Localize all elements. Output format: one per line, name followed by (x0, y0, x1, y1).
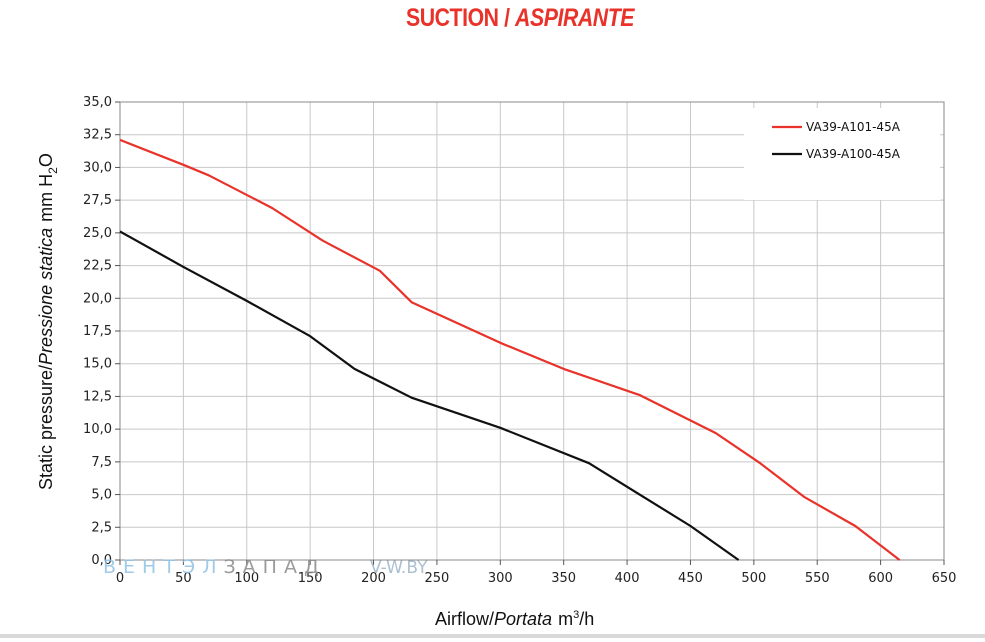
title-italic: ASPIRANTE (515, 4, 635, 32)
series-line-2 (119, 230, 740, 561)
title-main: SUCTION (405, 4, 499, 32)
x-axis-label: Airflow/Portata m3/h (435, 609, 594, 629)
series-line-1 (119, 138, 901, 561)
legend-label: VA39-A100-45A (806, 147, 901, 161)
series-group (119, 138, 901, 561)
bottom-divider (0, 634, 985, 638)
grid (119, 101, 945, 561)
y-axis-label: Static pressure/Pressione staticamm H2O (36, 153, 60, 490)
y-tick-label: 0,0 (91, 553, 112, 568)
x-tick-label: 650 (932, 571, 957, 586)
legend-label: VA39-A101-45A (806, 120, 901, 134)
y-tick-label: 32,5 (83, 128, 112, 143)
x-tick-label: 0 (116, 571, 124, 586)
y-tick-label: 22,5 (83, 259, 112, 274)
watermark-site: V-W.BY (370, 558, 428, 578)
x-tick-label: 500 (741, 571, 766, 586)
y-tick-label: 35,0 (83, 95, 112, 110)
x-tick-label: 100 (234, 571, 259, 586)
y-tick-label: 2,5 (91, 520, 112, 535)
y-tick-label: 7,5 (91, 455, 112, 470)
x-tick-label: 550 (805, 571, 830, 586)
x-tick-label: 400 (615, 571, 640, 586)
y-tick-label: 10,0 (83, 422, 112, 437)
x-tick-label: 250 (425, 571, 450, 586)
legend: VA39-A101-45A VA39-A100-45A (744, 108, 940, 200)
x-tick-label: 300 (488, 571, 513, 586)
y-tick-label: 25,0 (83, 226, 112, 241)
y-tick-label: 20,0 (83, 291, 112, 306)
watermark-part2: ЗАПАД (224, 556, 326, 578)
axes: 0 50 100 150 200 250 300 350 400 450 500 550 600 650 0… (83, 95, 956, 586)
svg-text:ВЕНТЭЛЗАПАД: ВЕНТЭЛЗАПАД (103, 556, 326, 578)
watermark: ВЕНТЭЛЗАПАД V-W.BY (103, 556, 428, 578)
y-tick-label: 30,0 (83, 160, 112, 175)
x-tick-label: 50 (175, 571, 192, 586)
y-tick-label: 5,0 (91, 488, 112, 503)
chart-title: SUCTION / ASPIRANTE (78, 4, 962, 33)
y-tick-label: 27,5 (83, 193, 112, 208)
title-separator: / (504, 4, 510, 32)
x-tick-label: 200 (361, 571, 386, 586)
y-tick-label: 17,5 (83, 324, 112, 339)
x-tick-label: 150 (298, 571, 323, 586)
y-tick-label: 15,0 (83, 357, 112, 372)
x-tick-label: 450 (678, 571, 703, 586)
watermark-part1: ВЕНТЭЛ (103, 556, 224, 578)
y-tick-label: 12,5 (83, 389, 112, 404)
x-tick-label: 350 (551, 571, 576, 586)
x-tick-label: 600 (868, 571, 893, 586)
